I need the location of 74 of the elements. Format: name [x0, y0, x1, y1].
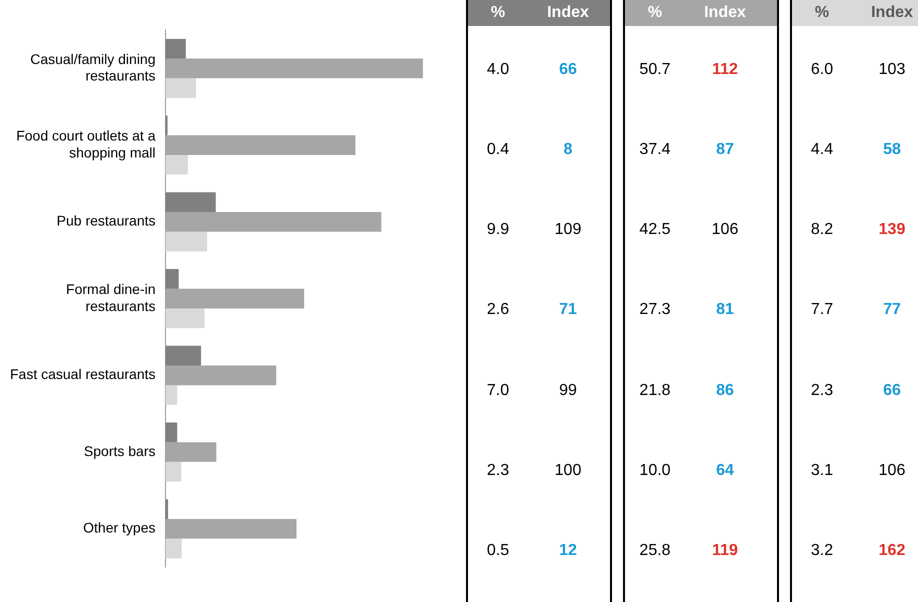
- text: 81: [715, 300, 735, 320]
- bar: [166, 518, 297, 539]
- text: 162: [878, 540, 906, 561]
- text: 71: [558, 300, 578, 320]
- text: 106: [878, 460, 906, 481]
- y-tick-label: Casual/family dining restaurants: [30, 50, 156, 84]
- text: 103: [878, 60, 906, 80]
- bar: [166, 422, 178, 442]
- bar: [166, 38, 186, 59]
- y-tick-label: Fast casual restaurants: [10, 366, 156, 382]
- text: 109: [554, 220, 582, 240]
- bar: [166, 442, 216, 462]
- text: Index: [870, 3, 914, 23]
- data-label: 0.4: [486, 140, 510, 160]
- text: Index: [546, 3, 590, 23]
- data-label: 37.4: [638, 140, 672, 160]
- text: 12: [558, 540, 578, 561]
- bar: [166, 346, 202, 366]
- bar: [166, 538, 182, 558]
- bar: [166, 192, 216, 212]
- data-label: 2.3: [486, 460, 510, 481]
- text: 87: [715, 140, 735, 160]
- data-label: 7.7: [810, 300, 834, 320]
- bar: [166, 288, 304, 308]
- data-label: 0.5: [486, 540, 510, 561]
- data-label: 10.0: [638, 460, 672, 481]
- y-tick-label: Formal dine-in restaurants: [66, 281, 156, 314]
- data-label: 8.2: [810, 220, 834, 240]
- bar: [166, 78, 196, 98]
- text: 99: [558, 380, 578, 401]
- data-label: 9.9: [486, 220, 510, 240]
- text: 100: [554, 460, 582, 481]
- bar: [166, 269, 179, 289]
- data-label: 50.7: [638, 60, 672, 80]
- text: 58: [882, 140, 902, 160]
- data-label: 25.8: [638, 540, 672, 561]
- bar: [166, 154, 188, 175]
- text: %: [814, 4, 830, 21]
- text: 139: [878, 220, 906, 240]
- bar: [166, 462, 182, 482]
- y-tick-label: Food court outlets at a shopping mall: [16, 128, 156, 160]
- bar: [166, 135, 356, 155]
- data-label: 27.3: [638, 300, 672, 320]
- data-label: 3.1: [810, 460, 834, 481]
- text: %: [648, 4, 662, 21]
- text: 119: [711, 540, 739, 561]
- text: 8: [562, 140, 574, 160]
- data-label: 42.5: [638, 220, 672, 240]
- bar: [166, 385, 178, 405]
- text: 66: [882, 380, 902, 401]
- data-label: 7.0: [486, 380, 510, 401]
- text: 112: [711, 60, 739, 80]
- data-label: 2.6: [486, 300, 510, 320]
- data-label: 3.2: [810, 540, 834, 561]
- y-tick-label: Pub restaurants: [56, 212, 156, 229]
- text: 86: [715, 380, 735, 401]
- text: 106: [710, 220, 740, 240]
- data-label: 2.3: [810, 380, 834, 401]
- y-tick-label: Sports bars: [84, 442, 156, 459]
- bar: [166, 232, 208, 252]
- bar: [166, 308, 205, 328]
- data-label: 4.0: [486, 60, 510, 80]
- bar: [166, 58, 423, 78]
- text: 77: [882, 300, 902, 320]
- y-tick-label: Other types: [83, 520, 156, 536]
- x-axis-title: %: [490, 3, 506, 23]
- text: 64: [715, 460, 735, 481]
- text: 66: [558, 60, 578, 80]
- bar: [166, 212, 382, 232]
- data-label: 6.0: [810, 60, 834, 80]
- bar: [166, 365, 276, 386]
- data-label: 4.4: [810, 140, 834, 160]
- data-label: 21.8: [638, 380, 672, 401]
- text: Index: [703, 3, 747, 23]
